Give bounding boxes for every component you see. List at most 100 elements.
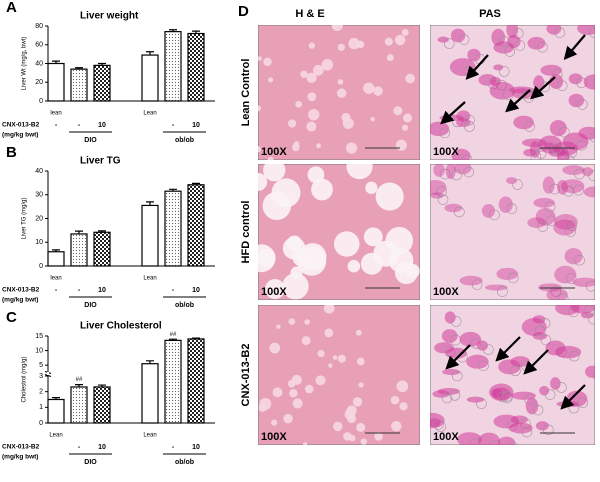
- cell: [546, 215, 557, 227]
- cell: [458, 34, 470, 45]
- bar: [93, 64, 111, 102]
- vacuole: [337, 354, 346, 363]
- glycogen: [583, 74, 595, 90]
- vacuole: [337, 43, 346, 51]
- chart-title: Liver Cholesterol: [80, 321, 162, 332]
- vacuole: [271, 419, 278, 426]
- glycogen: [557, 147, 570, 160]
- y-tick-label: 80: [35, 23, 43, 30]
- cell: [563, 155, 575, 160]
- cell: [577, 397, 589, 409]
- vacuole: [276, 324, 281, 329]
- vacuole: [283, 413, 293, 424]
- x-tick-label: Lean: [143, 433, 156, 439]
- vacuole: [258, 172, 268, 191]
- dose-label: 10: [192, 444, 200, 451]
- cell: [498, 66, 510, 77]
- vacuole: [373, 240, 400, 267]
- cell: [451, 169, 462, 181]
- error-bar: [146, 201, 154, 206]
- cell: [534, 325, 546, 337]
- cell: [524, 121, 535, 132]
- glycogen: [432, 390, 450, 398]
- cell: [433, 419, 444, 430]
- y-tick-label: 40: [35, 168, 43, 175]
- glycogen: [535, 421, 549, 431]
- vacuole: [346, 164, 373, 180]
- magnification: 100X: [261, 146, 287, 158]
- error-bar: [75, 384, 83, 387]
- micrograph: [430, 25, 595, 160]
- cell: [497, 286, 508, 297]
- arrow: [523, 349, 549, 375]
- y-tick-label: 20: [35, 215, 43, 222]
- glycogen: [491, 388, 503, 398]
- glycogen: [445, 164, 456, 180]
- cell: [450, 316, 462, 327]
- glycogen: [546, 288, 568, 300]
- cell: [573, 184, 584, 196]
- vacuole: [390, 395, 400, 405]
- vacuole: [289, 388, 298, 398]
- vacuole: [358, 382, 364, 388]
- glycogen: [511, 391, 536, 400]
- cell: [556, 80, 568, 91]
- glycogen: [430, 121, 450, 137]
- cell: [594, 84, 595, 88]
- vacuole: [374, 432, 383, 441]
- cell: [514, 40, 526, 51]
- vacuole: [324, 328, 334, 338]
- vacuole: [288, 318, 296, 325]
- magnification: 100X: [433, 146, 459, 158]
- dose-unit: (mg/kg bwt): [2, 297, 38, 304]
- vacuole: [393, 106, 403, 116]
- arrow: [560, 384, 586, 410]
- vacuole: [384, 37, 393, 46]
- glycogen: [570, 305, 595, 314]
- cell: [532, 404, 544, 416]
- glycogen: [507, 34, 521, 49]
- error-bar: [169, 29, 177, 32]
- vacuole: [311, 178, 333, 201]
- cell: [565, 273, 577, 284]
- glycogen: [527, 36, 546, 50]
- x-tick-label: Lean: [49, 433, 62, 439]
- vacuole: [323, 305, 335, 314]
- vacuole: [342, 117, 354, 129]
- cell: [497, 391, 509, 403]
- glycogen: [533, 197, 555, 208]
- cell: [544, 201, 556, 213]
- y-tick-label: 10: [35, 347, 43, 354]
- cell: [512, 179, 523, 190]
- vacuole: [345, 142, 358, 154]
- vacuole: [401, 124, 409, 131]
- magnification: 100X: [433, 286, 459, 298]
- glycogen: [450, 28, 466, 43]
- cell: [463, 166, 475, 178]
- cell: [524, 394, 535, 405]
- cell: [594, 193, 595, 198]
- glycogen: [578, 126, 595, 140]
- row-label: CNX-013-B2: [240, 344, 252, 407]
- row-label: HFD control: [240, 201, 252, 264]
- vacuole: [306, 72, 317, 84]
- glycogen: [555, 345, 582, 359]
- error-bar: [52, 249, 60, 252]
- error-bar: [192, 337, 200, 339]
- bar: [187, 32, 205, 102]
- glycogen: [485, 284, 508, 291]
- error-bar: [192, 30, 200, 34]
- micrograph: [258, 164, 420, 300]
- vacuole: [321, 59, 334, 71]
- vacuole: [315, 375, 326, 386]
- cell: [537, 221, 549, 232]
- vacuole: [292, 398, 303, 409]
- error-bar: [75, 230, 83, 234]
- cell: [441, 392, 453, 404]
- cell: [557, 293, 569, 300]
- glycogen: [437, 36, 449, 43]
- glycogen: [430, 192, 444, 199]
- vacuole: [291, 374, 302, 385]
- vacuole: [360, 438, 367, 445]
- panel-letter: C: [6, 309, 17, 326]
